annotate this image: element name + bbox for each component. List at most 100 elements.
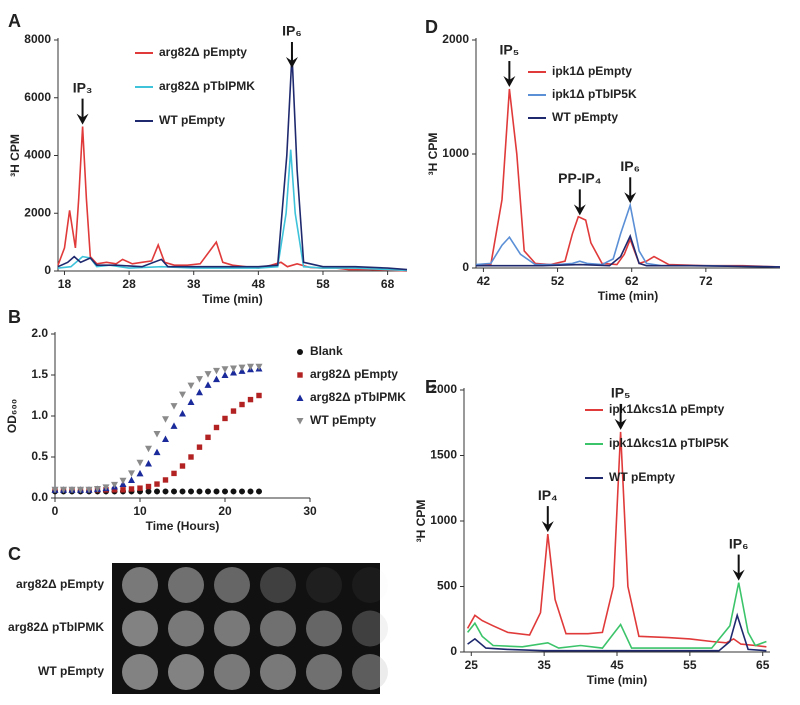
spot bbox=[260, 610, 296, 647]
legend-label: arg82Δ pEmpty bbox=[159, 45, 247, 59]
marker bbox=[239, 401, 245, 408]
x-tick-label: 72 bbox=[699, 274, 713, 288]
row-label: arg82Δ pTbIPMK bbox=[8, 620, 104, 634]
legend-label: WT pEmpty bbox=[159, 113, 225, 127]
spot bbox=[214, 610, 250, 647]
y-axis-label: ³H CPM bbox=[426, 133, 440, 176]
annotation-arrowhead bbox=[503, 76, 516, 88]
marker bbox=[239, 488, 245, 495]
spot bbox=[214, 654, 250, 690]
marker bbox=[162, 488, 169, 495]
marker bbox=[145, 483, 152, 490]
annotation-arrowhead bbox=[541, 521, 554, 533]
spot bbox=[352, 610, 388, 647]
y-axis-label: ³H CPM bbox=[414, 500, 428, 543]
marker bbox=[137, 485, 143, 491]
x-tick-label: 65 bbox=[756, 658, 770, 672]
marker bbox=[171, 488, 177, 495]
legend-label: arg82Δ pTbIPMK bbox=[310, 390, 406, 404]
annotation-arrowhead bbox=[573, 204, 586, 216]
y-axis-label: ³H CPM bbox=[8, 134, 22, 177]
marker bbox=[188, 454, 194, 460]
x-tick-label: 48 bbox=[252, 277, 266, 291]
marker bbox=[247, 363, 254, 371]
line bbox=[475, 88, 781, 268]
y-axis-label: OD₆₀₀ bbox=[5, 399, 19, 433]
x-tick-label: 62 bbox=[625, 274, 639, 288]
marker bbox=[153, 448, 161, 456]
panel-label: A bbox=[8, 11, 21, 31]
annotation: IP₅ bbox=[611, 385, 631, 401]
marker bbox=[128, 470, 135, 477]
x-axis-label: Time (min) bbox=[202, 292, 262, 306]
marker bbox=[179, 391, 186, 399]
panel-label: B bbox=[8, 307, 21, 327]
y-tick-label: 1500 bbox=[430, 448, 457, 462]
y-tick-label: 2000 bbox=[430, 382, 457, 396]
marker bbox=[128, 486, 135, 492]
annotation: IP₃ bbox=[73, 79, 93, 95]
x-tick-label: 18 bbox=[58, 277, 72, 291]
legend-label: ipk1Δkcs1Δ pEmpty bbox=[609, 402, 725, 416]
annotation-arrowhead bbox=[732, 569, 745, 581]
marker bbox=[230, 408, 237, 414]
line bbox=[57, 54, 408, 271]
spot bbox=[122, 610, 158, 647]
annotation-arrowhead bbox=[285, 57, 298, 68]
marker bbox=[213, 488, 220, 495]
annotation: IP₆ bbox=[620, 158, 640, 174]
marker bbox=[213, 424, 220, 431]
marker bbox=[230, 369, 237, 376]
y-tick-label: 2.0 bbox=[31, 326, 48, 340]
legend-marker bbox=[297, 349, 303, 355]
marker bbox=[179, 463, 186, 469]
marker bbox=[136, 469, 144, 477]
annotation: IP₅ bbox=[500, 42, 520, 58]
marker bbox=[187, 382, 195, 390]
legend-label: WT pEmpty bbox=[609, 470, 675, 484]
panel-label: C bbox=[8, 544, 21, 564]
marker bbox=[179, 410, 186, 417]
y-tick-label: 2000 bbox=[24, 205, 51, 219]
spot bbox=[168, 567, 204, 603]
marker bbox=[94, 485, 101, 493]
x-tick-label: 28 bbox=[122, 277, 136, 291]
line bbox=[467, 612, 767, 652]
marker bbox=[102, 484, 110, 491]
marker bbox=[247, 488, 254, 495]
legend-label: WT pEmpty bbox=[310, 413, 376, 427]
marker bbox=[204, 381, 212, 388]
annotation: IP₆ bbox=[729, 535, 749, 551]
spot bbox=[306, 654, 342, 690]
marker bbox=[145, 445, 152, 453]
x-axis-label: Time (min) bbox=[598, 289, 658, 303]
panel-label: E bbox=[425, 377, 437, 397]
marker bbox=[213, 375, 220, 383]
legend-label: ipk1Δkcs1Δ pTbIP5K bbox=[609, 436, 729, 450]
marker bbox=[179, 488, 186, 495]
marker bbox=[256, 392, 262, 399]
marker bbox=[188, 488, 194, 495]
spot bbox=[306, 567, 342, 603]
x-tick-label: 25 bbox=[465, 658, 479, 672]
y-tick-label: 0.5 bbox=[31, 449, 48, 463]
marker bbox=[222, 415, 228, 422]
y-tick-label: 6000 bbox=[24, 90, 51, 104]
marker bbox=[85, 486, 93, 494]
marker bbox=[170, 403, 178, 410]
y-tick-label: 0.0 bbox=[31, 490, 48, 504]
marker bbox=[136, 459, 144, 467]
x-tick-label: 20 bbox=[218, 504, 232, 518]
x-tick-label: 42 bbox=[477, 274, 491, 288]
marker bbox=[196, 488, 203, 495]
y-tick-label: 0 bbox=[462, 260, 469, 274]
marker bbox=[170, 422, 178, 429]
line bbox=[57, 149, 408, 272]
marker bbox=[196, 388, 203, 396]
legend-marker bbox=[296, 394, 304, 401]
marker bbox=[187, 398, 195, 406]
marker bbox=[120, 487, 126, 493]
y-tick-label: 1000 bbox=[430, 513, 457, 527]
legend-label: ipk1Δ pTbIP5K bbox=[552, 87, 637, 101]
